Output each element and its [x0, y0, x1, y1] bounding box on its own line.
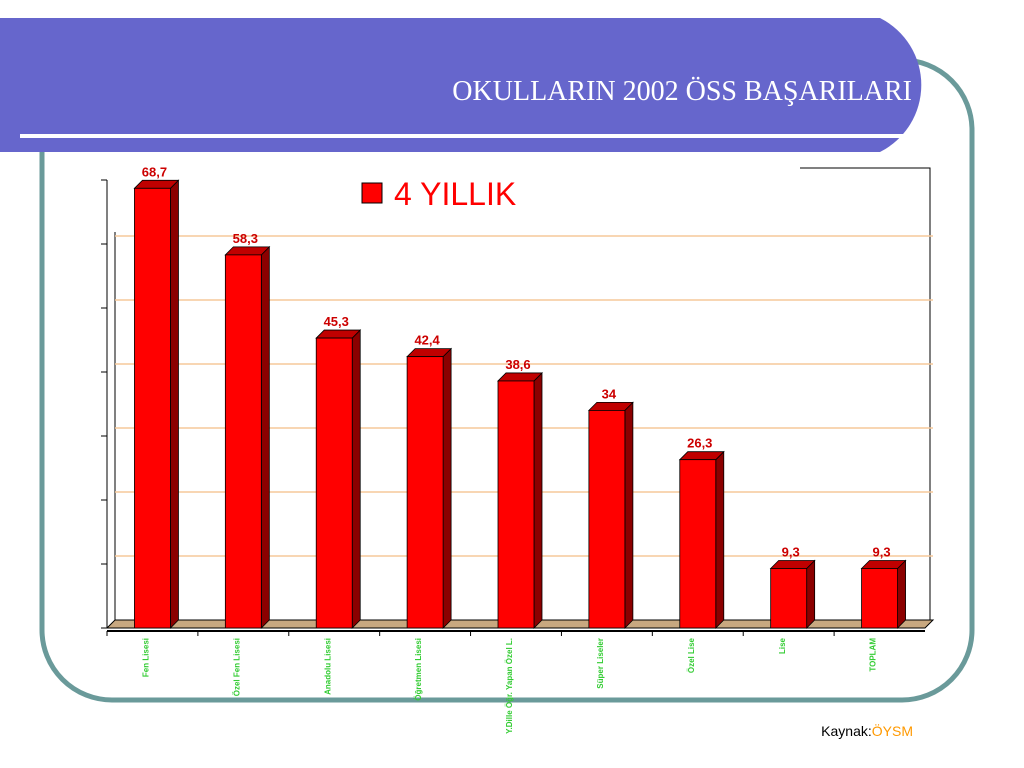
x-tick-label: Anadolu Lisesi: [323, 638, 332, 695]
bar: [224, 254, 262, 629]
bar-top: [678, 451, 725, 461]
bar-side: [442, 347, 452, 629]
x-tick-label: TOPLAM: [869, 638, 878, 672]
data-label: 38,6: [505, 357, 530, 372]
bar-side: [170, 179, 179, 629]
plot: Fen Lisesi 68,7 Özel Fen Lisesi 58,3 Anadolu…: [101, 164, 935, 734]
x-tick-label: Fen Lisesi: [142, 638, 151, 677]
bar: [770, 568, 808, 629]
bar: [406, 356, 444, 629]
data-label: 58,3: [233, 231, 258, 246]
bar-top: [587, 401, 634, 411]
bar-side: [260, 245, 270, 629]
x-tick-label: Süper Liseler: [596, 638, 605, 689]
bar-top: [133, 179, 180, 189]
bar-side: [624, 401, 634, 629]
bar-top: [315, 329, 362, 339]
bar-side: [715, 450, 725, 629]
bar: [679, 459, 717, 629]
x-tick-label: Lise: [778, 637, 787, 654]
bar: [497, 380, 535, 629]
header-band: [0, 18, 922, 152]
x-tick-label: Y.Dille Öğr. Yapan Özel L.: [505, 638, 514, 734]
data-label: 34: [602, 386, 617, 401]
bar-top: [769, 560, 816, 569]
bar: [861, 568, 898, 629]
bar-top: [497, 372, 543, 382]
bar-top: [406, 348, 453, 358]
source: Kaynak:ÖYSM: [821, 722, 913, 739]
bar-top: [860, 560, 907, 569]
bar-side: [897, 559, 906, 629]
source-label: Kaynak:: [821, 723, 872, 739]
bar-side: [533, 371, 543, 629]
data-label: 42,4: [414, 333, 440, 348]
x-tick-label: Özel Fen Lisesi: [232, 638, 241, 696]
x-tick-label: Öğretmen Lisesi: [414, 638, 423, 701]
wall-top: [800, 167, 931, 620]
bar-top: [224, 246, 271, 256]
x-tick-label: Özel Lise: [687, 637, 696, 673]
data-label: 9,3: [782, 544, 800, 559]
bar-side: [806, 559, 816, 629]
data-label: 68,7: [142, 164, 167, 179]
bar-side: [351, 329, 361, 629]
data-label: 9,3: [873, 544, 891, 559]
source-name: ÖYSM: [872, 722, 913, 739]
bar: [134, 187, 171, 629]
bar: [588, 409, 626, 629]
bar: [315, 337, 353, 629]
data-label: 45,3: [324, 314, 349, 329]
data-label: 26,3: [687, 436, 712, 451]
title: OKULLARIN 2002 ÖSS BAŞARILARI: [452, 76, 912, 107]
legend-swatch: [361, 182, 383, 204]
legend-label: 4 YILLIK: [394, 176, 516, 212]
